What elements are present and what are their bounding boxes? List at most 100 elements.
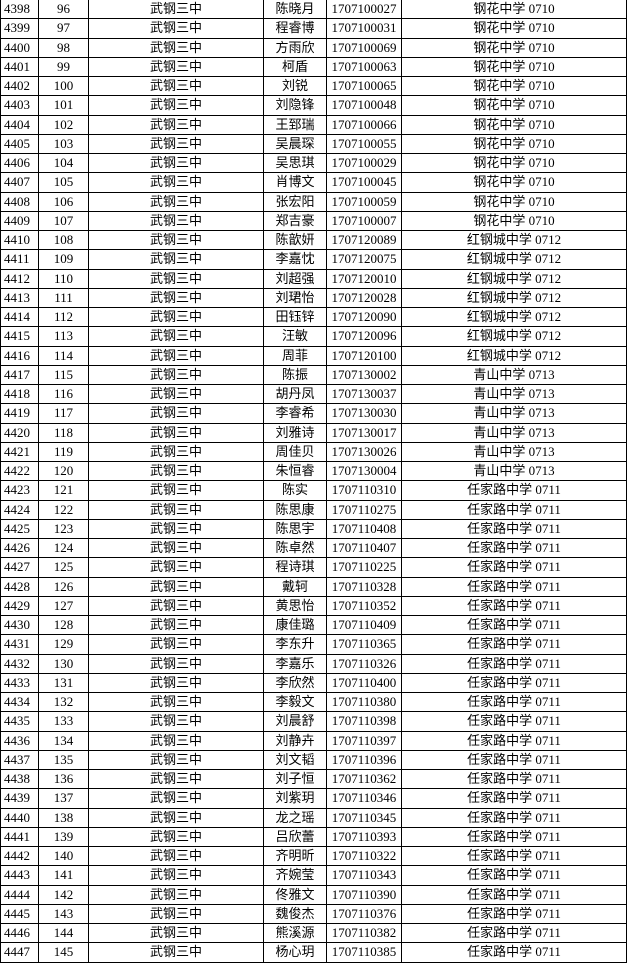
school-cell: 任家路中学 0711: [401, 788, 627, 809]
index-cell: 133: [38, 711, 89, 732]
table-row: 4441 139 武钢三中 吕欣蕾 1707110393 任家路中学 0711: [0, 826, 627, 848]
serial-cell: 4441: [0, 826, 39, 848]
student-id-cell: 1707110328: [326, 576, 402, 597]
name-cell: 程诗琪: [263, 557, 327, 578]
table-row: 4446 144 武钢三中 熊溪源 1707110382 任家路中学 0711: [0, 922, 627, 944]
serial-cell: 4432: [0, 653, 39, 674]
index-cell: 130: [38, 653, 89, 674]
table-row: 4400 98 武钢三中 方雨欣 1707100069 钢花中学 0710: [0, 37, 627, 58]
table-row: 4421 119 武钢三中 周佳贝 1707130026 青山中学 0713: [0, 441, 627, 463]
table-row: 4443 141 武钢三中 齐婉莹 1707110343 任家路中学 0711: [0, 865, 627, 886]
exam-site-cell: 武钢三中: [88, 691, 264, 713]
school-cell: 任家路中学 0711: [401, 749, 627, 771]
index-cell: 136: [38, 768, 89, 790]
student-id-cell: 1707100055: [326, 133, 402, 155]
table-row: 4419 117 武钢三中 李睿希 1707130030 青山中学 0713: [0, 403, 627, 424]
name-cell: 刘文韬: [263, 749, 327, 771]
name-cell: 刘超强: [263, 268, 327, 289]
index-cell: 131: [38, 672, 89, 694]
name-cell: 魏俊杰: [263, 903, 327, 925]
name-cell: 龙之瑶: [263, 807, 327, 828]
exam-site-cell: 武钢三中: [88, 576, 264, 597]
name-cell: 周佳贝: [263, 441, 327, 463]
exam-site-cell: 武钢三中: [88, 56, 264, 78]
exam-site-cell: 武钢三中: [88, 865, 264, 886]
school-cell: 任家路中学 0711: [401, 922, 627, 944]
student-id-cell: 1707100059: [326, 191, 402, 212]
serial-cell: 4422: [0, 460, 39, 482]
serial-cell: 4429: [0, 595, 39, 617]
name-cell: 齐婉莹: [263, 865, 327, 886]
student-id-cell: 1707110345: [326, 807, 402, 828]
student-id-cell: 1707100031: [326, 18, 402, 39]
index-cell: 110: [38, 268, 89, 289]
school-cell: 任家路中学 0711: [401, 595, 627, 617]
school-cell: 任家路中学 0711: [401, 576, 627, 597]
exam-site-cell: 武钢三中: [88, 884, 264, 905]
table-row: 4404 102 武钢三中 王郅瑞 1707100066 钢花中学 0710: [0, 114, 627, 135]
serial-cell: 4433: [0, 672, 39, 694]
index-cell: 126: [38, 576, 89, 597]
exam-site-cell: 武钢三中: [88, 345, 264, 366]
exam-site-cell: 武钢三中: [88, 75, 264, 97]
student-id-cell: 1707100045: [326, 172, 402, 193]
index-cell: 135: [38, 749, 89, 771]
student-id-cell: 1707110400: [326, 672, 402, 694]
name-cell: 吴晨琛: [263, 133, 327, 155]
school-cell: 任家路中学 0711: [401, 903, 627, 925]
school-cell: 钢花中学 0710: [401, 56, 627, 78]
serial-cell: 4424: [0, 499, 39, 520]
table-row: 4422 120 武钢三中 朱恒睿 1707130004 青山中学 0713: [0, 460, 627, 482]
student-id-cell: 1707120096: [326, 326, 402, 347]
serial-cell: 4405: [0, 133, 39, 155]
name-cell: 康佳璐: [263, 614, 327, 636]
name-cell: 胡丹凤: [263, 383, 327, 405]
table-row: 4410 108 武钢三中 陈歆妍 1707120089 红钢城中学 0712: [0, 229, 627, 251]
table-row: 4434 132 武钢三中 李毅文 1707110380 任家路中学 0711: [0, 691, 627, 713]
student-id-cell: 1707100007: [326, 210, 402, 232]
student-id-cell: 1707130037: [326, 383, 402, 405]
school-cell: 钢花中学 0710: [401, 75, 627, 97]
student-id-cell: 1707120089: [326, 229, 402, 251]
serial-cell: 4413: [0, 287, 39, 309]
exam-site-cell: 武钢三中: [88, 441, 264, 463]
school-cell: 钢花中学 0710: [401, 172, 627, 193]
exam-site-cell: 武钢三中: [88, 518, 264, 540]
index-cell: 96: [38, 0, 89, 20]
school-cell: 红钢城中学 0712: [401, 306, 627, 328]
table-row: 4427 125 武钢三中 程诗琪 1707110225 任家路中学 0711: [0, 557, 627, 578]
table-row: 4437 135 武钢三中 刘文韬 1707110396 任家路中学 0711: [0, 749, 627, 771]
serial-cell: 4443: [0, 865, 39, 886]
serial-cell: 4418: [0, 383, 39, 405]
index-cell: 125: [38, 557, 89, 578]
exam-site-cell: 武钢三中: [88, 133, 264, 155]
index-cell: 127: [38, 595, 89, 617]
school-cell: 钢花中学 0710: [401, 133, 627, 155]
serial-cell: 4437: [0, 749, 39, 771]
serial-cell: 4414: [0, 306, 39, 328]
exam-site-cell: 武钢三中: [88, 499, 264, 520]
name-cell: 刘子恒: [263, 768, 327, 790]
table-row: 4439 137 武钢三中 刘紫玥 1707110346 任家路中学 0711: [0, 788, 627, 809]
exam-site-cell: 武钢三中: [88, 480, 264, 501]
name-cell: 李嘉忱: [263, 249, 327, 270]
serial-cell: 4420: [0, 422, 39, 443]
student-id-cell: 1707110398: [326, 711, 402, 732]
serial-cell: 4399: [0, 18, 39, 39]
index-cell: 102: [38, 114, 89, 135]
table-row: 4447 145 武钢三中 杨心玥 1707110385 任家路中学 0711: [0, 942, 627, 963]
student-id-cell: 1707110393: [326, 826, 402, 848]
school-cell: 任家路中学 0711: [401, 691, 627, 713]
name-cell: 张宏阳: [263, 191, 327, 212]
name-cell: 李东升: [263, 634, 327, 655]
table-row: 4414 112 武钢三中 田钰锌 1707120090 红钢城中学 0712: [0, 306, 627, 328]
student-id-cell: 1707100065: [326, 75, 402, 97]
name-cell: 熊溪源: [263, 922, 327, 944]
exam-site-cell: 武钢三中: [88, 172, 264, 193]
school-cell: 青山中学 0713: [401, 364, 627, 386]
exam-site-cell: 武钢三中: [88, 749, 264, 771]
school-cell: 红钢城中学 0712: [401, 229, 627, 251]
student-id-cell: 1707110275: [326, 499, 402, 520]
exam-site-cell: 武钢三中: [88, 403, 264, 424]
name-cell: 陈思康: [263, 499, 327, 520]
